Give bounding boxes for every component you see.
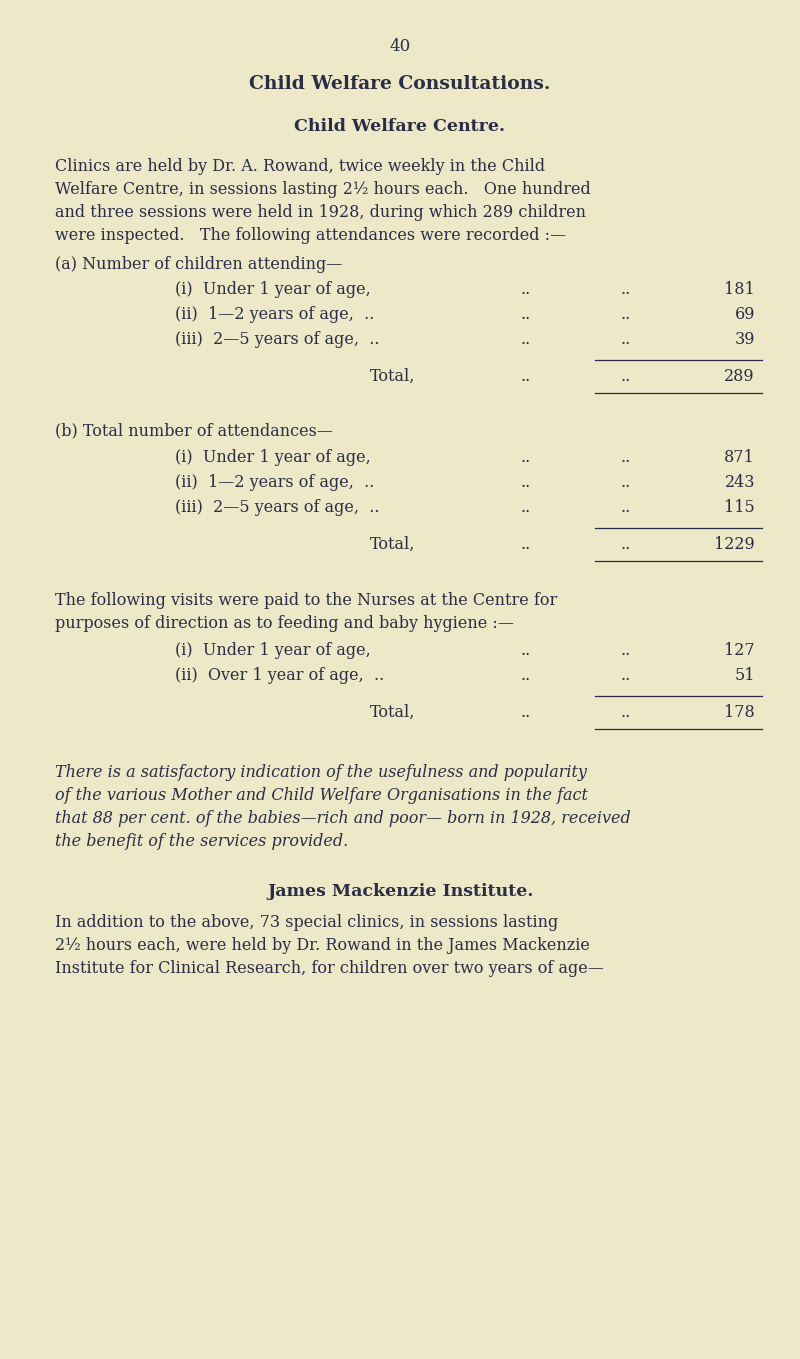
Text: 2½ hours each, were held by Dr. Rowand in the James Mackenzie: 2½ hours each, were held by Dr. Rowand i…: [55, 936, 590, 954]
Text: were inspected.   The following attendances were recorded :—: were inspected. The following attendance…: [55, 227, 566, 245]
Text: 39: 39: [734, 332, 755, 348]
Text: the benefit of the services provided.: the benefit of the services provided.: [55, 833, 348, 849]
Text: ..: ..: [520, 332, 530, 348]
Text: ..: ..: [620, 332, 630, 348]
Text: ..: ..: [620, 281, 630, 298]
Text: ..: ..: [520, 306, 530, 323]
Text: ..: ..: [520, 641, 530, 659]
Text: ..: ..: [520, 535, 530, 553]
Text: ..: ..: [620, 499, 630, 516]
Text: ..: ..: [520, 281, 530, 298]
Text: (iii)  2—5 years of age,  ..: (iii) 2—5 years of age, ..: [175, 499, 379, 516]
Text: purposes of direction as to feeding and baby hygiene :—: purposes of direction as to feeding and …: [55, 616, 514, 632]
Text: ..: ..: [520, 368, 530, 385]
Text: Total,: Total,: [370, 535, 415, 553]
Text: There is a satisfactory indication of the usefulness and popularity: There is a satisfactory indication of th…: [55, 764, 587, 781]
Text: 178: 178: [724, 704, 755, 722]
Text: and three sessions were held in 1928, during which 289 children: and three sessions were held in 1928, du…: [55, 204, 586, 222]
Text: (iii)  2—5 years of age,  ..: (iii) 2—5 years of age, ..: [175, 332, 379, 348]
Text: 115: 115: [724, 499, 755, 516]
Text: The following visits were paid to the Nurses at the Centre for: The following visits were paid to the Nu…: [55, 593, 558, 609]
Text: Institute for Clinical Research, for children over two years of age—: Institute for Clinical Research, for chi…: [55, 959, 604, 977]
Text: Total,: Total,: [370, 704, 415, 722]
Text: 1229: 1229: [714, 535, 755, 553]
Text: ..: ..: [520, 499, 530, 516]
Text: ..: ..: [620, 641, 630, 659]
Text: 181: 181: [724, 281, 755, 298]
Text: (a) Number of children attending—: (a) Number of children attending—: [55, 255, 342, 273]
Text: ..: ..: [620, 448, 630, 466]
Text: (b) Total number of attendances—: (b) Total number of attendances—: [55, 423, 333, 439]
Text: (ii)  1—2 years of age,  ..: (ii) 1—2 years of age, ..: [175, 306, 374, 323]
Text: In addition to the above, 73 special clinics, in sessions lasting: In addition to the above, 73 special cli…: [55, 915, 558, 931]
Text: 243: 243: [725, 474, 755, 491]
Text: ..: ..: [620, 667, 630, 684]
Text: ..: ..: [520, 474, 530, 491]
Text: ..: ..: [520, 704, 530, 722]
Text: 51: 51: [734, 667, 755, 684]
Text: 69: 69: [734, 306, 755, 323]
Text: ..: ..: [620, 704, 630, 722]
Text: that 88 per cent. of the babies—rich and poor— born in 1928, received: that 88 per cent. of the babies—rich and…: [55, 810, 630, 828]
Text: 289: 289: [724, 368, 755, 385]
Text: (ii)  Over 1 year of age,  ..: (ii) Over 1 year of age, ..: [175, 667, 384, 684]
Text: ..: ..: [520, 448, 530, 466]
Text: 871: 871: [724, 448, 755, 466]
Text: ..: ..: [620, 368, 630, 385]
Text: Total,: Total,: [370, 368, 415, 385]
Text: ..: ..: [620, 535, 630, 553]
Text: ..: ..: [620, 306, 630, 323]
Text: ..: ..: [620, 474, 630, 491]
Text: (i)  Under 1 year of age,: (i) Under 1 year of age,: [175, 281, 370, 298]
Text: (i)  Under 1 year of age,: (i) Under 1 year of age,: [175, 448, 370, 466]
Text: Child Welfare Consultations.: Child Welfare Consultations.: [250, 75, 550, 92]
Text: 127: 127: [724, 641, 755, 659]
Text: Clinics are held by Dr. A. Rowand, twice weekly in the Child: Clinics are held by Dr. A. Rowand, twice…: [55, 158, 545, 175]
Text: of the various Mother and Child Welfare Organisations in the fact: of the various Mother and Child Welfare …: [55, 787, 588, 805]
Text: James Mackenzie Institute.: James Mackenzie Institute.: [267, 883, 533, 900]
Text: Child Welfare Centre.: Child Welfare Centre.: [294, 118, 506, 135]
Text: 40: 40: [390, 38, 410, 54]
Text: Welfare Centre, in sessions lasting 2½ hours each.   One hundred: Welfare Centre, in sessions lasting 2½ h…: [55, 181, 590, 198]
Text: (i)  Under 1 year of age,: (i) Under 1 year of age,: [175, 641, 370, 659]
Text: (ii)  1—2 years of age,  ..: (ii) 1—2 years of age, ..: [175, 474, 374, 491]
Text: ..: ..: [520, 667, 530, 684]
